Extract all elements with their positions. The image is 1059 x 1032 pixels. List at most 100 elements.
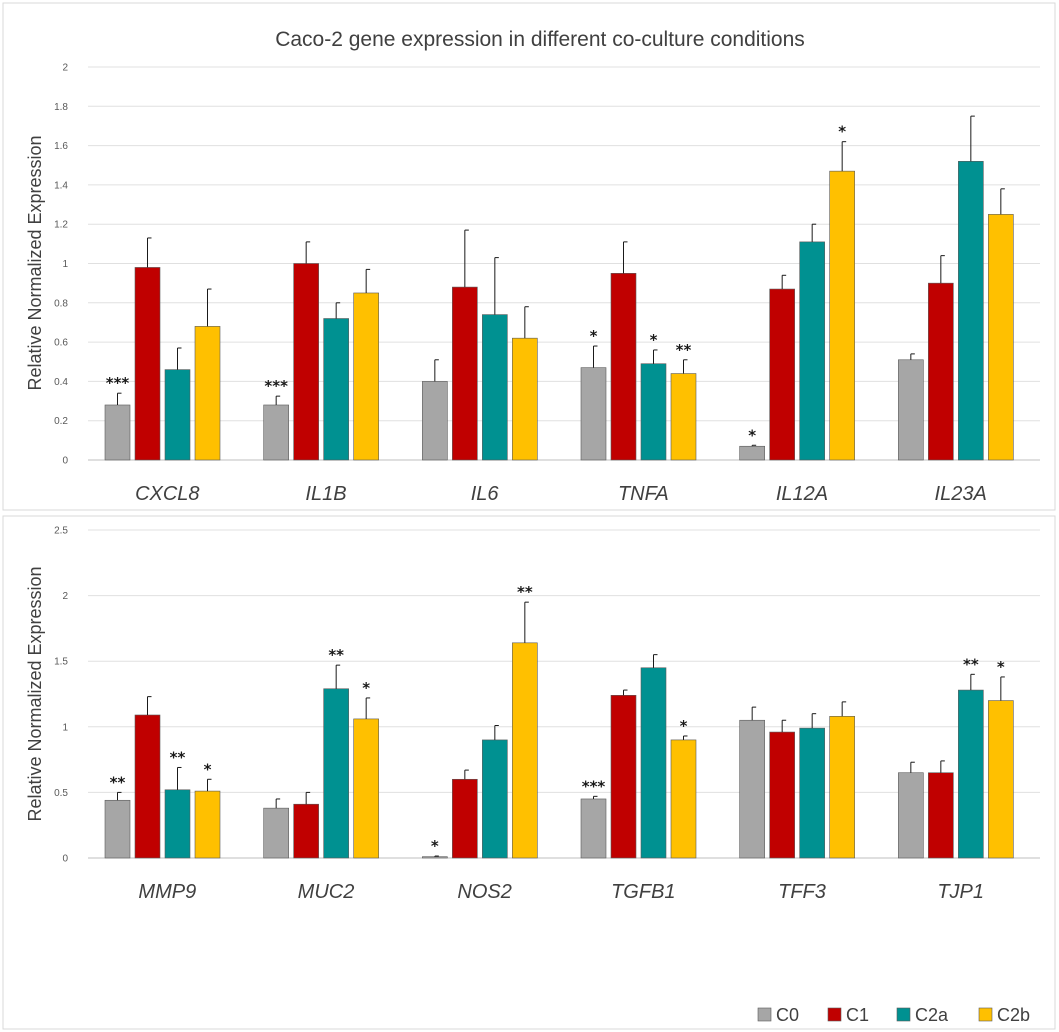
y-axis-label: Relative Normalized Expression [25,566,45,821]
bar-C0-NOS2 [422,856,448,859]
category-label: CXCL8 [135,483,199,505]
legend-swatch-C2b [978,1007,993,1022]
bar-C0-TJP1 [898,772,924,859]
significance-marker: ** [963,655,979,673]
category-label: TGFB1 [611,881,675,903]
bar-C1-CXCL8 [134,267,161,461]
bar-C1-NOS2 [452,778,478,859]
legend-label-C2b: C2b [997,1005,1030,1025]
significance-marker: *** [582,777,606,795]
category-label: IL12A [776,483,828,505]
bar-C1-TGFB1 [610,695,637,859]
y-tick-label: 1.8 [54,102,68,113]
bar-C1-IL1B [293,263,319,461]
bar-C2a-IL6 [482,314,508,461]
legend-swatch-C0 [757,1007,772,1022]
y-tick-label: 1 [62,722,68,733]
bar-C0-CXCL8 [104,404,131,461]
legend-label-C1: C1 [846,1005,869,1025]
y-tick-label: 1.4 [54,180,68,191]
y-tick-label: 0.4 [54,377,68,388]
category-label: MMP9 [138,881,196,903]
significance-marker: ** [328,646,344,664]
category-label: TJP1 [937,881,984,903]
y-tick-label: 1 [62,259,68,270]
legend: C0 C1 C2a C2b [757,1005,1030,1025]
y-tick-label: 1.5 [54,657,68,668]
top-chart: 0 0.2 0.4 0.6 0.8 1 1.2 1.4 1.6 1.8 2 Relative Norm… [25,63,1040,505]
significance-marker: * [362,679,370,697]
y-tick-label: 2.5 [54,526,68,537]
category-label: TFF3 [778,881,826,903]
category-label: MUC2 [298,881,355,903]
significance-marker: * [997,658,1005,676]
category-label: TNFA [618,483,669,505]
y-tick-label: 2 [62,591,68,602]
bar-C2a-TNFA [640,363,667,461]
bar-C1-IL12A [769,288,795,461]
bar-C2a-TGFB1 [640,667,667,859]
bar-C2b-IL6 [512,337,538,461]
y-tick-label: 0.2 [54,416,68,427]
chart-title: Caco-2 gene expression in different co-c… [275,28,805,51]
significance-marker: * [838,123,846,141]
bar-C2b-MMP9 [194,790,221,859]
category-label: IL23A [935,483,987,505]
significance-marker: ** [110,773,126,791]
bar-C2b-CXCL8 [194,326,221,461]
legend-label-C2a: C2a [915,1005,949,1025]
bar-C0-TGFB1 [580,798,607,859]
significance-marker: ** [676,341,692,359]
bar-C2b-TNFA [670,373,697,461]
category-label: IL6 [471,483,500,505]
y-tick-label: 0 [62,456,68,467]
significance-marker: * [431,837,439,855]
bar-C1-MUC2 [293,803,319,859]
y-tick-label: 1.2 [54,220,68,231]
bar-C2a-TFF3 [799,727,825,859]
significance-marker: ** [170,748,186,766]
y-tick-label: 0.8 [54,298,68,309]
y-tick-label: 1.6 [54,141,68,152]
bar-C2b-TGFB1 [670,739,697,859]
bar-C0-IL1B [263,404,289,461]
legend-swatch-C2a [896,1007,911,1022]
bar-C1-MMP9 [134,714,161,859]
bar-C0-IL6 [422,381,448,461]
legend-swatch-C1 [827,1007,842,1022]
bar-C2b-IL23A [988,214,1014,461]
y-tick-label: 0.5 [54,788,68,799]
significance-marker: * [680,717,688,735]
bar-C1-TNFA [610,273,637,461]
bar-C2b-IL12A [829,170,855,461]
category-label: NOS2 [457,881,511,903]
y-tick-label: 0.6 [54,338,68,349]
legend-label-C0: C0 [776,1005,799,1025]
bar-C0-TFF3 [739,719,765,859]
y-axis-label: Relative Normalized Expression [25,135,45,390]
bar-C2b-TJP1 [988,700,1014,859]
bar-C0-MUC2 [263,807,289,859]
bar-C0-IL12A [739,445,765,461]
significance-marker: * [204,760,212,778]
significance-marker: *** [264,377,288,395]
bottom-chart: 0 0.5 1 1.5 2 2.5 Relative Normalized Expressi… [25,526,1040,903]
bar-C2b-TFF3 [829,716,855,859]
bar-C2a-NOS2 [482,739,508,859]
bar-C2b-NOS2 [512,642,538,859]
bar-C0-IL23A [898,359,924,461]
category-label: IL1B [305,483,346,505]
significance-marker: *** [106,374,130,392]
bar-C2a-TJP1 [958,689,984,859]
significance-marker: * [650,331,658,349]
bar-C1-IL23A [928,282,954,461]
bar-C0-TNFA [580,367,607,461]
bar-C2a-IL1B [323,318,349,461]
significance-marker: * [748,426,756,444]
bar-C1-TFF3 [769,731,795,859]
bar-C2a-MUC2 [323,688,349,859]
bar-C2b-IL1B [353,292,379,461]
bar-C1-TJP1 [928,772,954,859]
bar-C2a-IL12A [799,241,825,461]
